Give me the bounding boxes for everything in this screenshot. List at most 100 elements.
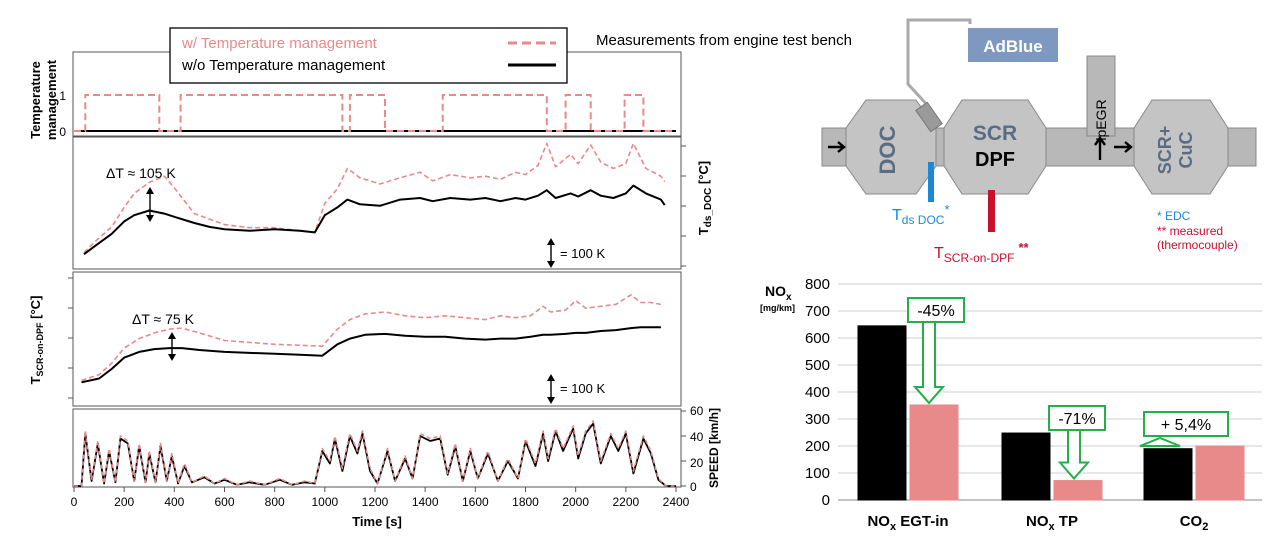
flow-arrow-outlet bbox=[1114, 141, 1133, 153]
bar-annotation-label-2: + 5,4% bbox=[1161, 417, 1211, 434]
speed-tick-0: 0 bbox=[690, 480, 697, 494]
lpegr-branch bbox=[1086, 55, 1116, 137]
doc-series-group bbox=[83, 142, 666, 256]
bar-y-tick-label: 0 bbox=[822, 492, 830, 509]
bar-category-label-2: CO2 bbox=[1180, 513, 1209, 533]
bar-annotation-label-0: -45% bbox=[917, 303, 954, 320]
x-tick-label: 1800 bbox=[512, 495, 539, 509]
doc-delta-arrow bbox=[146, 187, 154, 222]
tm-tick-1: 1 bbox=[59, 89, 66, 103]
bar-y-tick-label: 100 bbox=[805, 465, 830, 482]
with-tm-bar-0 bbox=[909, 404, 959, 501]
with-tm-bar-2 bbox=[1195, 445, 1245, 501]
x-axis-ticks: 0 200 400 600 800 1000 1200 1400 1600 1800 2000 220… bbox=[71, 487, 690, 509]
speed-series-group bbox=[74, 410, 686, 487]
legend-box bbox=[169, 27, 568, 84]
without-tm-scr-line bbox=[81, 326, 661, 384]
temperature-axis-ticks bbox=[68, 145, 686, 399]
tm-tick-0: 0 bbox=[59, 125, 66, 139]
scr-label: SCR bbox=[973, 122, 1017, 145]
note-thermocouple: (thermocouple) bbox=[1157, 238, 1238, 252]
bar-category-label-0: NOx EGT-in bbox=[867, 513, 948, 533]
scr-scale-label: = 100 K bbox=[560, 381, 606, 396]
doc-scale-arrow bbox=[547, 238, 555, 268]
with-tm-speed-line bbox=[74, 420, 676, 487]
doc-label: DOC bbox=[875, 125, 900, 174]
x-tick-label: 1200 bbox=[362, 495, 389, 509]
x-tick-label: 2200 bbox=[612, 495, 639, 509]
bar-increase-arrow-2 bbox=[1139, 436, 1181, 447]
x-tick-label: 1000 bbox=[311, 495, 338, 509]
doc-panel-frame bbox=[72, 136, 682, 270]
speed-tick-60: 60 bbox=[690, 404, 704, 418]
flow-arrow-inlet bbox=[828, 141, 846, 153]
note-measured: ** measured bbox=[1157, 224, 1223, 238]
with-tm-scr-line bbox=[81, 294, 662, 382]
bar-ylabel-unit: [mg/km] bbox=[760, 303, 795, 313]
adblue-injector bbox=[915, 101, 943, 133]
without-tm-bar-1 bbox=[1001, 432, 1051, 501]
speed-ylabel: SPEED [km/h] bbox=[707, 408, 721, 488]
without-tm-bar-0 bbox=[857, 325, 907, 501]
adblue-dosing-line bbox=[906, 18, 972, 110]
adblue-tank bbox=[968, 28, 1058, 62]
dpf-label: DPF bbox=[975, 149, 1015, 171]
with-tm-signal-line bbox=[74, 94, 676, 132]
adblue-label: AdBlue bbox=[983, 37, 1043, 56]
scr-scale-arrow bbox=[547, 374, 555, 404]
x-tick-label: 1400 bbox=[412, 495, 439, 509]
exhaust-schematic: AdBlue lpEGR DOC SCR DPF SCR+ CuC bbox=[821, 18, 1257, 232]
doc-scale-label: = 100 K bbox=[560, 246, 606, 261]
legend-without-tm-label: w/o Temperature management bbox=[181, 57, 386, 74]
t-ds-doc-label: Tds DOC* bbox=[892, 202, 950, 227]
scr-dpf-shell bbox=[943, 99, 1047, 195]
scr-ylabel: TSCR-on-DPF [°C] bbox=[28, 296, 45, 385]
doc-ylabel: Tds_DOC [°C] bbox=[696, 161, 714, 235]
speed-panel-frame bbox=[72, 408, 682, 488]
scr-delta-label: ΔT ≈ 75 K bbox=[132, 311, 195, 327]
tm-ylabel-line1: Temperature bbox=[28, 61, 43, 139]
bar-category-label-1: NOx TP bbox=[1026, 513, 1078, 533]
bar-y-tick-label: 200 bbox=[805, 438, 830, 455]
legend-with-tm-label: w/ Temperature management bbox=[181, 35, 378, 52]
bar-y-tick-label: 800 bbox=[805, 276, 830, 293]
note-edc: * EDC bbox=[1157, 209, 1191, 223]
bar-annotation-box-1 bbox=[1048, 405, 1106, 431]
bar-y-tick-label: 300 bbox=[805, 411, 830, 428]
x-tick-label: 1600 bbox=[462, 495, 489, 509]
x-tick-label: 800 bbox=[265, 495, 285, 509]
bar-ylabel: NOx bbox=[765, 283, 792, 303]
bar-annotation-box-2 bbox=[1143, 411, 1229, 437]
scr-cuc-label-1: SCR+ bbox=[1155, 126, 1175, 175]
scr-panel-frame bbox=[72, 271, 682, 407]
scr-delta-arrow bbox=[168, 332, 176, 361]
bar-chart-x-labels: NOx EGT-in NOx TP CO2 bbox=[867, 513, 1208, 533]
bar-y-tick-label: 400 bbox=[805, 384, 830, 401]
t-scr-sensor bbox=[988, 190, 995, 232]
speed-tick-40: 40 bbox=[690, 430, 704, 444]
x-tick-label: 600 bbox=[214, 495, 234, 509]
x-tick-label: 0 bbox=[71, 495, 78, 509]
bar-chart-annotations: -45% -71% + 5,4% bbox=[907, 297, 1229, 481]
scr-cuc-label-2: CuC bbox=[1176, 132, 1196, 169]
without-tm-bar-2 bbox=[1143, 448, 1193, 501]
doc-delta-label: ΔT ≈ 105 K bbox=[106, 165, 176, 181]
bar-y-tick-label: 500 bbox=[805, 357, 830, 374]
bar-reduction-arrow-1 bbox=[1057, 429, 1091, 481]
bar-chart-bars bbox=[857, 325, 1245, 501]
x-tick-label: 2000 bbox=[562, 495, 589, 509]
flow-arrow-egr bbox=[1094, 135, 1106, 160]
bench-note: Measurements from engine test bench bbox=[596, 32, 852, 49]
bar-chart-y-ticks: 0 100 200 300 400 500 600 700 800 bbox=[805, 276, 830, 509]
with-tm-doc-line bbox=[83, 142, 666, 254]
bar-y-tick-label: 600 bbox=[805, 330, 830, 347]
x-axis-label: Time [s] bbox=[352, 514, 402, 529]
bar-annotation-label-1: -71% bbox=[1058, 411, 1095, 428]
with-tm-bar-1 bbox=[1053, 480, 1103, 501]
lpegr-label: lpEGR bbox=[1093, 99, 1109, 140]
x-tick-label: 200 bbox=[114, 495, 134, 509]
scr-cuc-shell bbox=[1133, 99, 1229, 195]
t-ds-doc-sensor bbox=[928, 162, 934, 202]
